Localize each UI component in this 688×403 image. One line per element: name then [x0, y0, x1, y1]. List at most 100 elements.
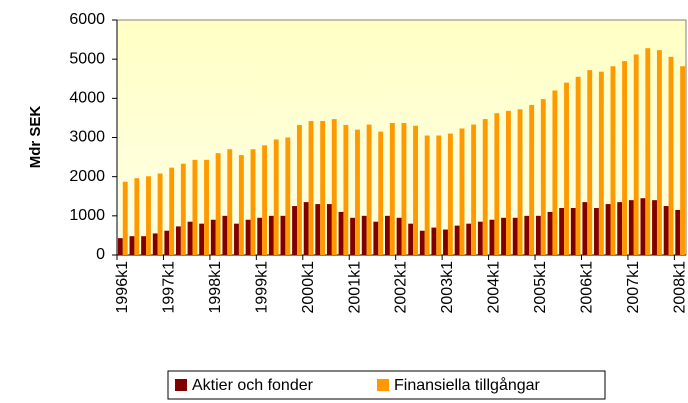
bar — [587, 70, 593, 255]
bar — [436, 135, 442, 255]
x-tick-label: 2002k1 — [393, 261, 410, 314]
bar — [385, 215, 390, 255]
bar — [210, 219, 216, 255]
bar — [320, 121, 326, 255]
bar — [680, 66, 686, 255]
bar — [645, 48, 651, 256]
legend-label: Aktier och fonder — [192, 377, 314, 394]
bar — [296, 124, 302, 255]
bar — [134, 178, 140, 255]
bar — [628, 200, 634, 255]
bar — [482, 119, 488, 255]
bar — [315, 204, 321, 255]
bar — [378, 131, 384, 255]
bar — [361, 215, 367, 255]
bar — [292, 206, 297, 255]
bar — [122, 181, 128, 255]
bar — [350, 217, 356, 255]
bar — [668, 56, 674, 255]
bar — [204, 159, 209, 255]
bar — [308, 121, 314, 255]
bar — [238, 155, 244, 255]
bar — [175, 226, 181, 255]
bar — [257, 217, 263, 255]
bar — [262, 145, 268, 255]
bar — [471, 124, 477, 255]
x-tick-label: 1999k1 — [253, 261, 270, 314]
bar — [389, 123, 395, 255]
bar — [413, 125, 418, 255]
legend-label: Finansiella tillgångar — [394, 376, 541, 394]
bar — [373, 221, 379, 255]
bar — [447, 133, 453, 255]
bar — [547, 211, 553, 255]
bar — [582, 202, 588, 255]
bar — [401, 123, 407, 255]
bar — [180, 163, 186, 255]
bar — [199, 223, 205, 255]
y-tick-label: 3000 — [69, 129, 105, 146]
x-tick-label: 2004k1 — [486, 261, 503, 314]
bar — [355, 129, 360, 255]
bar — [622, 61, 628, 255]
bar — [443, 229, 448, 255]
bar — [617, 202, 623, 255]
x-tick-label: 1998k1 — [207, 261, 224, 314]
bar — [338, 211, 344, 255]
bar — [164, 230, 170, 255]
bar — [227, 149, 233, 255]
bar — [506, 110, 511, 255]
bar — [366, 124, 372, 255]
x-tick-label: 2001k1 — [346, 261, 363, 314]
legend-swatch — [175, 379, 187, 391]
y-tick-label: 5000 — [69, 50, 105, 67]
bar — [454, 225, 460, 255]
bar — [331, 119, 337, 255]
bar — [245, 219, 251, 255]
bar — [273, 139, 279, 255]
bar — [610, 66, 616, 255]
bar — [594, 208, 599, 255]
bar — [192, 159, 198, 255]
bar — [303, 202, 309, 255]
bar — [559, 208, 565, 255]
bar — [598, 71, 604, 255]
bar — [169, 167, 175, 255]
bar — [268, 215, 274, 255]
bar — [656, 50, 662, 256]
bar — [396, 217, 402, 255]
y-tick-label: 4000 — [69, 90, 105, 107]
y-tick-label: 1000 — [69, 207, 105, 224]
bar — [117, 238, 123, 255]
bar — [234, 223, 239, 255]
bar — [157, 173, 163, 255]
bar — [524, 215, 530, 255]
bar — [129, 236, 135, 255]
bar — [529, 104, 535, 255]
bar — [564, 82, 569, 256]
bar — [152, 233, 158, 255]
x-tick-label: 2005k1 — [532, 261, 549, 314]
bar — [633, 54, 639, 255]
legend-swatch — [377, 379, 389, 391]
x-tick-label: 2006k1 — [579, 261, 596, 314]
bar — [501, 217, 507, 255]
x-tick-label: 2007k1 — [625, 261, 642, 314]
bar — [512, 217, 518, 255]
bar — [424, 135, 430, 255]
x-tick-label: 2003k1 — [439, 261, 456, 314]
y-axis-label: Mdr SEK — [27, 106, 44, 169]
x-tick-label: 2008k1 — [671, 261, 688, 314]
bar — [489, 219, 495, 255]
bar — [187, 221, 193, 255]
bar — [280, 215, 286, 255]
x-tick-label: 1996k1 — [114, 261, 131, 314]
bar — [605, 204, 611, 255]
bar — [540, 99, 546, 255]
y-tick-label: 2000 — [69, 168, 105, 185]
x-tick-label: 2000k1 — [300, 261, 317, 314]
bar — [575, 76, 581, 256]
bar — [419, 230, 425, 255]
x-tick-label: 1997k1 — [160, 261, 177, 314]
